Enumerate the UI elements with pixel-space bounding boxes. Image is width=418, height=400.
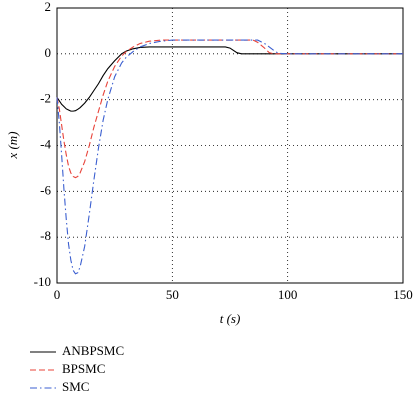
- x-tick-label: 150: [393, 287, 413, 302]
- y-tick-label: -2: [40, 91, 51, 106]
- legend-label: ANBPSMC: [62, 343, 124, 358]
- y-tick-label: -8: [40, 228, 51, 243]
- y-tick-label: -6: [40, 182, 51, 197]
- series-line: [56, 39, 403, 275]
- x-tick-label: 100: [278, 287, 298, 302]
- y-tick-label: -10: [34, 274, 51, 289]
- x-tick-label: 50: [166, 287, 179, 302]
- legend-label: SMC: [62, 379, 89, 394]
- series-line: [56, 46, 403, 112]
- series-line: [56, 39, 403, 179]
- y-tick-label: 2: [45, 0, 52, 14]
- y-tick-label: 0: [45, 45, 52, 60]
- y-axis-label: x (m): [5, 131, 20, 159]
- x-axis-label: t (s): [220, 311, 241, 326]
- x-tick-label: 0: [54, 287, 61, 302]
- legend-label: BPSMC: [62, 361, 105, 376]
- y-tick-label: -4: [40, 136, 51, 151]
